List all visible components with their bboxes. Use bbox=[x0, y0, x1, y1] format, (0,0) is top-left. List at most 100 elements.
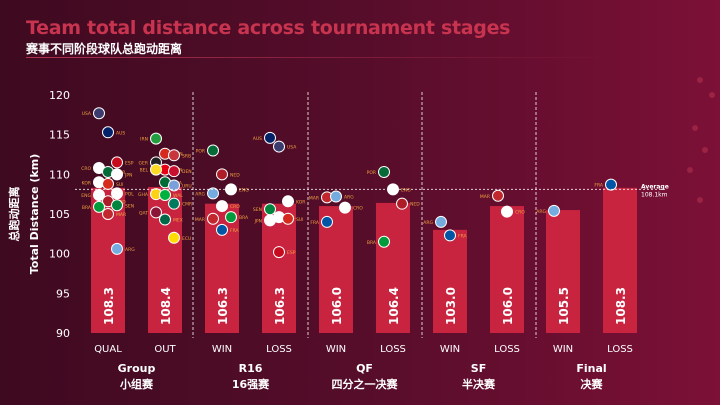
team-flag-icon bbox=[207, 144, 219, 157]
team-label: KOR bbox=[296, 199, 305, 205]
group-label: SF bbox=[471, 362, 486, 375]
y-tick-label: 90 bbox=[56, 327, 70, 340]
bar-value-label: 108.4 bbox=[159, 287, 173, 325]
decorative-dot bbox=[702, 147, 708, 153]
team-label: SEN bbox=[125, 203, 134, 209]
team-flag-icon bbox=[282, 195, 294, 208]
team-label: USA bbox=[82, 111, 92, 117]
team-label: ESP bbox=[287, 250, 296, 256]
team-label: URU bbox=[182, 183, 192, 189]
team-flag-icon bbox=[168, 149, 180, 162]
team-label: POR bbox=[367, 170, 376, 176]
team-flag-icon bbox=[216, 168, 228, 181]
team-label: CRO bbox=[353, 206, 363, 212]
team-flag-icon bbox=[168, 165, 180, 178]
team-label: FRA bbox=[310, 220, 320, 226]
x-tick-label: LOSS bbox=[494, 344, 520, 355]
bar-value-label: 105.5 bbox=[557, 287, 571, 325]
team-flag-icon bbox=[273, 140, 285, 153]
team-flag-icon bbox=[111, 156, 123, 169]
team-label: JPN bbox=[124, 172, 132, 178]
team-label: SRB bbox=[182, 153, 191, 159]
x-tick-label: WIN bbox=[553, 344, 573, 355]
team-flag-icon bbox=[216, 200, 228, 213]
team-flag-icon bbox=[168, 197, 180, 210]
team-flag-icon bbox=[207, 187, 219, 200]
x-tick-label: WIN bbox=[212, 344, 232, 355]
team-flag-icon bbox=[159, 188, 171, 201]
title-rule bbox=[26, 57, 626, 58]
team-flag-icon bbox=[501, 205, 513, 218]
team-label: BRA bbox=[239, 215, 249, 221]
team-label: FRA bbox=[594, 183, 604, 189]
group-label: Group bbox=[118, 362, 156, 375]
bar-value-label: 106.0 bbox=[330, 287, 344, 325]
group-label: Final bbox=[576, 362, 606, 375]
group-label-cn: 半决赛 bbox=[462, 377, 496, 391]
team-label: ENG bbox=[239, 187, 249, 193]
decorative-dot bbox=[697, 197, 703, 203]
team-label: MEX bbox=[173, 218, 183, 224]
decorative-dot bbox=[687, 167, 693, 173]
team-flag-icon bbox=[150, 206, 162, 219]
decorative-dot bbox=[709, 92, 715, 98]
team-flag-icon bbox=[264, 214, 276, 227]
group-label-cn: 决赛 bbox=[581, 377, 604, 391]
team-label: ARG bbox=[125, 247, 135, 253]
team-flag-icon bbox=[396, 197, 408, 210]
team-flag-icon bbox=[102, 126, 114, 139]
team-label: CMR bbox=[182, 202, 192, 208]
team-label: JPN bbox=[254, 218, 262, 224]
team-flag-icon bbox=[378, 165, 390, 178]
team-label: MAR bbox=[116, 212, 126, 218]
team-flag-icon bbox=[150, 163, 162, 176]
team-label: BRA bbox=[82, 205, 92, 211]
team-label: ENG bbox=[81, 193, 91, 199]
x-tick-label: WIN bbox=[326, 344, 346, 355]
team-flag-icon bbox=[444, 229, 456, 242]
team-label: DEN bbox=[182, 169, 192, 175]
team-flag-icon bbox=[93, 107, 105, 120]
team-label: FRA bbox=[458, 233, 468, 239]
team-label: POL bbox=[125, 191, 134, 197]
y-tick-label: 105 bbox=[49, 208, 70, 221]
bar-value-label: 106.3 bbox=[216, 287, 230, 325]
team-flag-icon bbox=[93, 200, 105, 213]
team-label: IRN bbox=[140, 137, 148, 143]
team-flag-icon bbox=[111, 242, 123, 255]
group-label-cn: 16强赛 bbox=[232, 377, 270, 391]
team-label: QAT bbox=[139, 210, 148, 216]
group-label: QF bbox=[356, 362, 373, 375]
team-label: MAR bbox=[480, 194, 490, 200]
team-label: AUS bbox=[253, 136, 262, 142]
decorative-dot bbox=[692, 125, 698, 131]
team-label: USA bbox=[287, 145, 297, 151]
x-tick-label: LOSS bbox=[380, 344, 406, 355]
team-label: FRA bbox=[230, 228, 240, 234]
x-tick-label: LOSS bbox=[607, 344, 633, 355]
team-label: NED bbox=[410, 202, 420, 208]
team-flag-icon bbox=[168, 231, 180, 244]
group-label-cn: 小组赛 bbox=[119, 377, 154, 391]
bar-final-loss bbox=[603, 187, 637, 333]
average-label: Average bbox=[641, 183, 669, 190]
team-label: SUI bbox=[296, 217, 303, 223]
y-tick-label: 110 bbox=[49, 168, 70, 181]
team-label: ENG bbox=[401, 187, 411, 193]
team-label: GER bbox=[139, 160, 148, 166]
average-value: 108.1km bbox=[641, 191, 668, 198]
team-label: BEL bbox=[140, 168, 149, 174]
group-label: R16 bbox=[239, 362, 263, 375]
bar-sf-win bbox=[433, 229, 467, 333]
bar-final-win bbox=[546, 210, 580, 333]
team-label: ARG bbox=[195, 191, 205, 197]
team-label: KOR bbox=[82, 180, 91, 186]
team-label: SEN bbox=[253, 207, 262, 213]
team-label: WAL bbox=[173, 193, 183, 199]
team-flag-icon bbox=[102, 208, 114, 220]
team-label: ARG bbox=[423, 220, 433, 226]
team-flag-icon bbox=[492, 189, 504, 202]
bar-value-label: 106.4 bbox=[387, 287, 401, 325]
bar-sf-loss bbox=[490, 206, 524, 333]
team-flag-icon bbox=[150, 132, 162, 145]
